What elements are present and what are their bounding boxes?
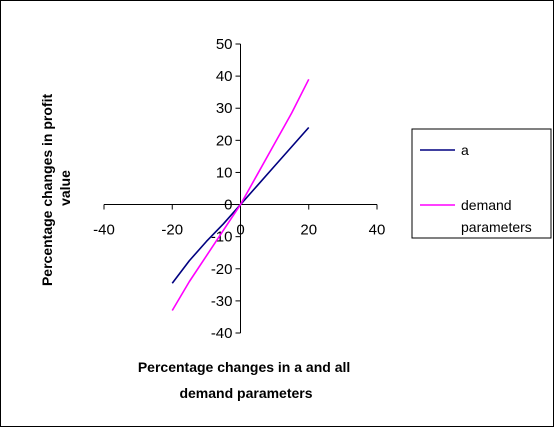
x-tick-label: 0 (236, 222, 244, 239)
x-axis-title: Percentage changes in a and all demand p… (138, 359, 354, 401)
x-tick-label: -20 (161, 222, 183, 239)
y-tick-label: 10 (216, 164, 233, 181)
series-group (171, 78, 310, 311)
x-axis-title-line-1: Percentage changes in a and all (138, 359, 350, 375)
y-tick-label: -30 (211, 293, 233, 310)
x-tick-label: -40 (93, 222, 115, 239)
y-axis-title: Percentage changes in profit value (39, 90, 73, 286)
legend-box (411, 128, 552, 239)
y-axis-title-line-1: Percentage changes in profit (39, 94, 55, 286)
y-tick-label: 20 (216, 132, 233, 149)
legend-label-demand-line-2: parameters (461, 219, 532, 235)
series-line-demand-parameters (171, 78, 310, 311)
x-ticks: -40 -20 0 20 40 (93, 204, 386, 239)
y-tick-label: 40 (216, 68, 233, 85)
y-tick-label: 30 (216, 100, 233, 117)
y-axis-title-line-2: value (57, 170, 73, 206)
x-tick-label: 20 (300, 222, 317, 239)
legend-label-a: a (461, 142, 469, 158)
x-axis-title-line-2: demand parameters (179, 385, 312, 401)
x-tick-label: 40 (369, 222, 386, 239)
legend-label-demand-line-1: demand (461, 197, 512, 213)
legend-label-demand-parameters: demand parameters (461, 197, 532, 235)
legend: a demand parameters (411, 128, 552, 239)
y-tick-label: -40 (211, 325, 233, 342)
y-tick-label: 0 (224, 197, 232, 214)
y-tick-label: 50 (216, 36, 233, 53)
y-tick-label: -20 (211, 261, 233, 278)
